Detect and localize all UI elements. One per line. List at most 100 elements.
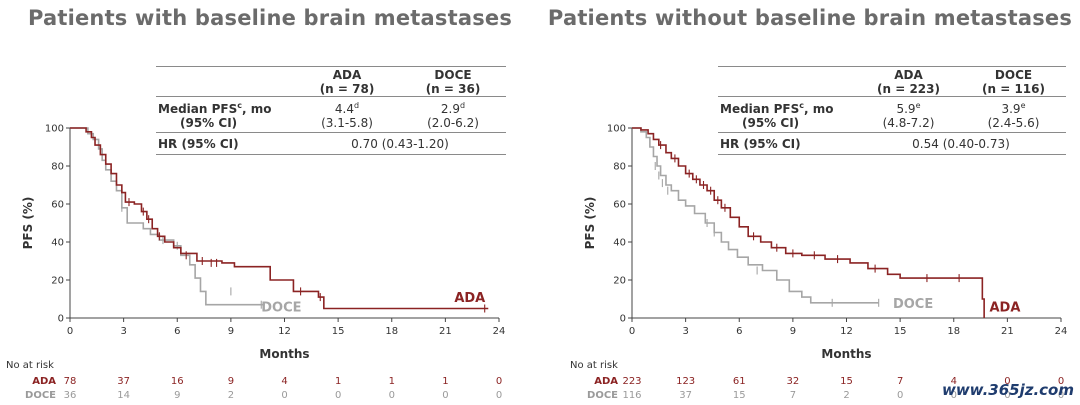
- y-tick-label: 100: [607, 124, 626, 135]
- series-label-doce: DOCE: [893, 297, 933, 312]
- ci-label: (95% CI): [180, 116, 238, 130]
- y-tick-label: 80: [51, 162, 64, 173]
- x-tick-label: 6: [736, 326, 742, 337]
- risk-count-ada: 16: [170, 376, 184, 387]
- x-tick-label: 15: [332, 326, 345, 337]
- risk-count-doce: 2: [843, 390, 850, 401]
- hr-label: HR (95% CI): [718, 132, 856, 155]
- x-tick-label: 0: [629, 326, 635, 337]
- risk-count-doce: 0: [950, 390, 957, 401]
- col-doce-header: DOCE: [994, 67, 1033, 82]
- risk-count-doce: 116: [622, 390, 642, 401]
- km-line-ada: [632, 127, 985, 318]
- risk-count-doce: 14: [117, 390, 130, 401]
- y-tick-label: 20: [51, 276, 64, 287]
- risk-count-doce: 0: [388, 390, 395, 401]
- risk-count-ada: 223: [622, 376, 642, 387]
- col-ada-n: (n = 223): [877, 81, 940, 96]
- risk-count-ada: 37: [117, 376, 130, 387]
- x-tick-label: 18: [947, 326, 960, 337]
- col-ada-n: (n = 78): [319, 81, 375, 96]
- y-tick-label: 20: [613, 276, 626, 287]
- risk-count-ada: 78: [63, 376, 77, 387]
- y-tick-label: 60: [51, 200, 64, 211]
- km-line-ada: [70, 127, 489, 310]
- x-tick-label: 12: [840, 326, 853, 337]
- risk-header: No at risk: [6, 360, 54, 371]
- risk-count-ada: 61: [732, 376, 746, 387]
- ada-median: 5.9e: [896, 101, 921, 116]
- risk-count-ada: 32: [786, 376, 800, 387]
- y-tick-label: 0: [620, 314, 626, 325]
- risk-count-ada: 0: [1004, 376, 1011, 387]
- doce-median: 2.9d: [440, 101, 466, 116]
- km-plot: 0 20 40 60 80 100 0 3 6 9 12 15 18 21 24 Months PFS (%) D…: [21, 124, 505, 362]
- risk-count-doce: 0: [281, 390, 288, 401]
- risk-count-doce: 0: [896, 390, 904, 401]
- x-tick-label: 18: [385, 326, 398, 337]
- y-tick-label: 80: [613, 162, 626, 173]
- risk-count-ada: 0: [495, 376, 503, 387]
- watermark: www.365jz.com: [941, 381, 1074, 399]
- stats-table: ADA (n = 78) DOCE (n = 36) Median PFSc, …: [156, 66, 506, 155]
- x-tick-label: 9: [790, 326, 796, 337]
- ada-ci: (3.1-5.8): [321, 116, 373, 130]
- panel-title: Patients without baseline brain metastas…: [547, 6, 1073, 30]
- panel-title: Patients with baseline brain metastases: [27, 6, 513, 30]
- y-axis-label: PFS (%): [21, 197, 35, 250]
- risk-count-ada: 1: [334, 376, 342, 387]
- risk-count-ada: 15: [840, 376, 853, 387]
- km-plot: 0 20 40 60 80 100 0 3 6 9 12 15 18 21 24 Months PFS (%) D…: [583, 124, 1068, 362]
- km-line-doce: [632, 127, 879, 304]
- risk-count-doce: 15: [732, 390, 746, 401]
- x-tick-label: 9: [228, 326, 234, 337]
- risk-count-doce: 0: [442, 390, 449, 401]
- col-ada-header: ADA: [332, 67, 362, 82]
- risk-count-doce: 0: [1057, 390, 1065, 401]
- risk-count-doce: 0: [1004, 390, 1011, 401]
- col-ada-header: ADA: [894, 67, 923, 82]
- risk-count-doce: 37: [679, 390, 692, 401]
- x-tick-label: 6: [174, 326, 180, 337]
- risk-count-doce: 7: [789, 390, 797, 401]
- x-tick-label: 0: [67, 326, 73, 337]
- risk-ada-label: ADA: [32, 376, 56, 387]
- risk-count-ada: 7: [896, 376, 904, 387]
- y-axis-label: PFS (%): [583, 197, 597, 250]
- y-tick-label: 40: [613, 238, 626, 249]
- risk-count-doce: 0: [334, 390, 342, 401]
- col-doce-n: (n = 36): [425, 81, 481, 96]
- risk-header: No at risk: [570, 360, 618, 371]
- risk-count-ada: 0: [1057, 376, 1065, 387]
- risk-count-doce: 2: [227, 390, 235, 401]
- risk-count-ada: 4: [281, 376, 288, 387]
- col-doce-header: DOCE: [434, 67, 472, 82]
- x-tick-label: 12: [278, 326, 291, 337]
- doce-median: 3.9e: [1001, 101, 1026, 116]
- series-label-ada: ADA: [454, 291, 485, 306]
- x-axis-label: Months: [259, 347, 309, 361]
- x-tick-label: 3: [682, 326, 688, 337]
- risk-count-ada: 1: [388, 376, 395, 387]
- x-axis-label: Months: [821, 347, 871, 361]
- risk-count-doce: 36: [63, 390, 77, 401]
- hr-label: HR (95% CI): [156, 132, 294, 155]
- x-tick-label: 15: [894, 326, 907, 337]
- panel-with-brain-mets: Patients with baseline brain metastases …: [6, 6, 513, 401]
- col-doce-n: (n = 116): [982, 81, 1045, 96]
- risk-ada-label: ADA: [594, 376, 618, 387]
- series-label-doce: DOCE: [261, 301, 301, 316]
- y-tick-label: 40: [51, 238, 64, 249]
- doce-ci: (2.4-5.6): [987, 116, 1040, 130]
- y-tick-label: 60: [613, 200, 626, 211]
- km-line-doce: [70, 127, 265, 306]
- risk-count-ada: 123: [676, 376, 696, 387]
- x-tick-label: 3: [120, 326, 126, 337]
- x-tick-label: 21: [439, 326, 452, 337]
- risk-count-ada: 1: [442, 376, 449, 387]
- risk-count-ada: 9: [227, 376, 235, 387]
- x-tick-label: 24: [1055, 326, 1068, 337]
- risk-count-doce: 9: [174, 390, 181, 401]
- hr-value: 0.70 (0.43-1.20): [294, 132, 506, 155]
- risk-count-doce: 0: [495, 390, 503, 401]
